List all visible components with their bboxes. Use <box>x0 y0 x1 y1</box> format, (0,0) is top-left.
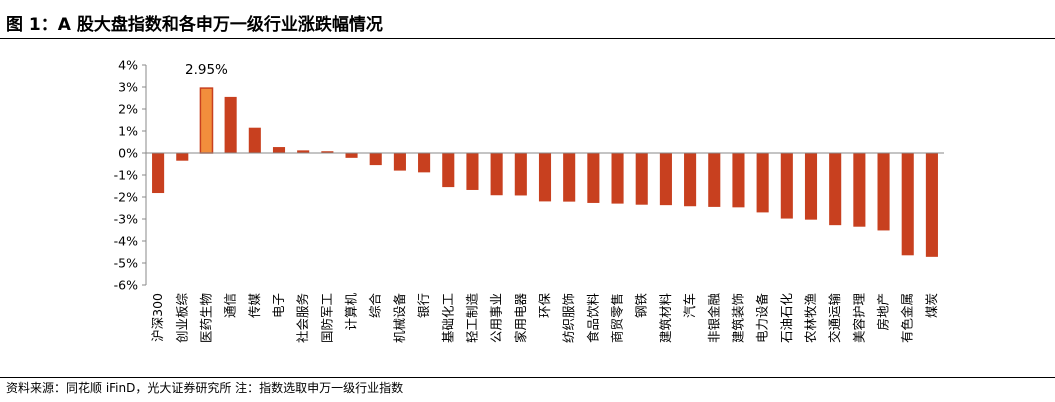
y-tick-label: 2% <box>118 102 138 117</box>
x-tick-label: 轻工制造 <box>464 293 479 344</box>
bar <box>442 153 455 188</box>
bar <box>563 153 576 202</box>
y-tick-label: -5% <box>114 256 138 271</box>
y-tick-label: 1% <box>118 124 138 139</box>
x-tick-label: 建筑材料 <box>658 293 673 344</box>
y-tick-label: -3% <box>114 212 138 227</box>
y-tick-label: 4% <box>118 58 138 73</box>
bar <box>297 150 310 153</box>
x-tick-label: 计算机 <box>344 293 359 331</box>
x-tick-label: 建筑装饰 <box>730 293 745 343</box>
y-tick-label: 0% <box>118 146 138 161</box>
bar <box>925 153 938 257</box>
bar <box>684 153 697 207</box>
x-tick-label: 通信 <box>223 293 238 318</box>
bar <box>248 127 261 153</box>
data-labels: 2.95% <box>185 62 228 78</box>
bar <box>321 151 334 153</box>
bars <box>152 87 938 257</box>
bar <box>635 153 648 205</box>
bar <box>829 153 842 226</box>
figure-title: 图 1：A 股大盘指数和各申万一级行业涨跌幅情况 <box>6 15 383 35</box>
bar <box>152 153 165 194</box>
bar <box>393 153 406 171</box>
bar <box>369 153 382 166</box>
x-tick-label: 公用事业 <box>489 293 504 343</box>
x-tick-label: 房地产 <box>876 293 891 331</box>
x-tick-label: 美容护理 <box>851 293 866 344</box>
bar <box>272 147 286 153</box>
bar <box>877 153 890 231</box>
source-note: 资料来源：同花顺 iFinD，光大证券研究所 注：指数选取申万一级行业指数 <box>6 381 404 395</box>
x-tick-label: 煤炭 <box>924 293 939 318</box>
bar <box>490 153 503 196</box>
x-tick-label: 基础化工 <box>440 293 455 343</box>
x-axis: 沪深300 创业板综 医药生物 通信 传媒 电子 社会服务 国防军工 计算机 综合 机械设备 银行 基础… <box>146 152 944 344</box>
x-tick-label: 综合 <box>368 293 383 319</box>
data-label: 2.95% <box>185 62 228 78</box>
x-tick-label: 有色金属 <box>900 293 915 343</box>
bar <box>708 153 721 207</box>
y-tick-label: -4% <box>114 234 138 249</box>
bar <box>466 153 479 190</box>
x-tick-label: 社会服务 <box>295 293 310 343</box>
x-tick-label: 国防军工 <box>319 293 334 343</box>
bar <box>538 153 552 202</box>
x-tick-label: 电子 <box>271 293 286 318</box>
x-tick-label: 纺织服饰 <box>561 293 576 343</box>
title-rule <box>0 38 1055 39</box>
bar <box>901 153 914 256</box>
y-axis: 4% 3% 2% 1% 0% -1% -2% -3% -4% -5% -6% <box>114 58 147 293</box>
y-tick-label: -6% <box>114 278 138 293</box>
x-tick-label: 传媒 <box>247 293 262 319</box>
y-tick-label: -1% <box>114 168 138 183</box>
bar <box>659 153 672 206</box>
bar <box>418 153 431 173</box>
y-tick-label: 3% <box>118 80 138 95</box>
bar <box>345 153 358 158</box>
x-tick-label: 家用电器 <box>513 293 528 344</box>
bar <box>611 153 624 204</box>
bar <box>514 153 527 196</box>
x-tick-label: 食品饮料 <box>585 293 600 344</box>
x-tick-label: 电力设备 <box>755 293 770 344</box>
x-tick-label: 沪深300 <box>150 293 165 342</box>
x-tick-label: 农林牧渔 <box>803 293 818 343</box>
y-tick-label: -2% <box>114 190 138 205</box>
bar <box>780 153 793 219</box>
x-tick-label: 创业板综 <box>174 293 189 344</box>
bar <box>587 153 600 203</box>
bar <box>804 153 818 220</box>
x-tick-label: 石油石化 <box>779 293 794 344</box>
bar <box>224 96 237 153</box>
footer-rule <box>0 377 1055 378</box>
bar <box>732 153 745 208</box>
x-tick-label: 银行 <box>416 293 431 318</box>
x-tick-label: 机械设备 <box>392 293 407 344</box>
bar <box>176 153 189 161</box>
x-tick-label: 环保 <box>537 293 552 319</box>
x-tick-label: 非银金融 <box>706 293 721 344</box>
bar <box>756 153 769 213</box>
x-tick-label: 商贸零售 <box>610 293 625 343</box>
x-tick-label: 医药生物 <box>198 293 213 343</box>
bar <box>199 87 214 154</box>
bar <box>853 153 866 227</box>
x-tick-label: 汽车 <box>682 293 697 318</box>
x-tick-label: 交通运输 <box>827 293 842 344</box>
x-tick-label: 钢铁 <box>634 293 649 319</box>
